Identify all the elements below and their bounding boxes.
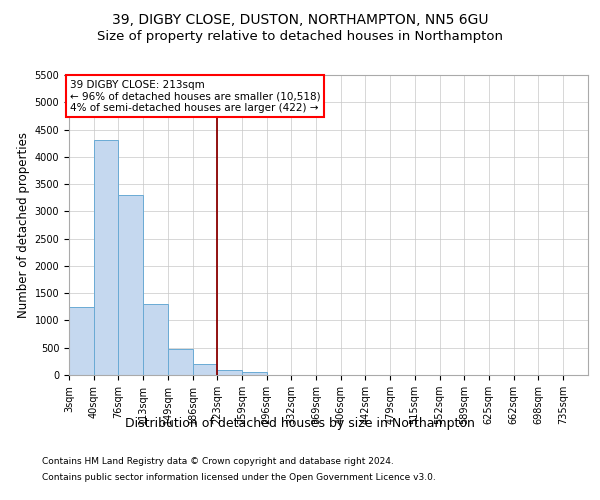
Text: Contains HM Land Registry data © Crown copyright and database right 2024.: Contains HM Land Registry data © Crown c… [42, 458, 394, 466]
Text: 39, DIGBY CLOSE, DUSTON, NORTHAMPTON, NN5 6GU: 39, DIGBY CLOSE, DUSTON, NORTHAMPTON, NN… [112, 12, 488, 26]
Text: Size of property relative to detached houses in Northampton: Size of property relative to detached ho… [97, 30, 503, 43]
Bar [69, 307, 94, 375]
Text: Contains public sector information licensed under the Open Government Licence v3: Contains public sector information licen… [42, 472, 436, 482]
Bar [242, 372, 267, 375]
Bar [94, 140, 118, 375]
Bar [143, 304, 167, 375]
Text: Distribution of detached houses by size in Northampton: Distribution of detached houses by size … [125, 418, 475, 430]
Bar [193, 364, 217, 375]
Bar [217, 370, 242, 375]
Y-axis label: Number of detached properties: Number of detached properties [17, 132, 31, 318]
Bar [167, 350, 193, 375]
Bar [118, 195, 143, 375]
Text: 39 DIGBY CLOSE: 213sqm
← 96% of detached houses are smaller (10,518)
4% of semi-: 39 DIGBY CLOSE: 213sqm ← 96% of detached… [70, 80, 320, 112]
